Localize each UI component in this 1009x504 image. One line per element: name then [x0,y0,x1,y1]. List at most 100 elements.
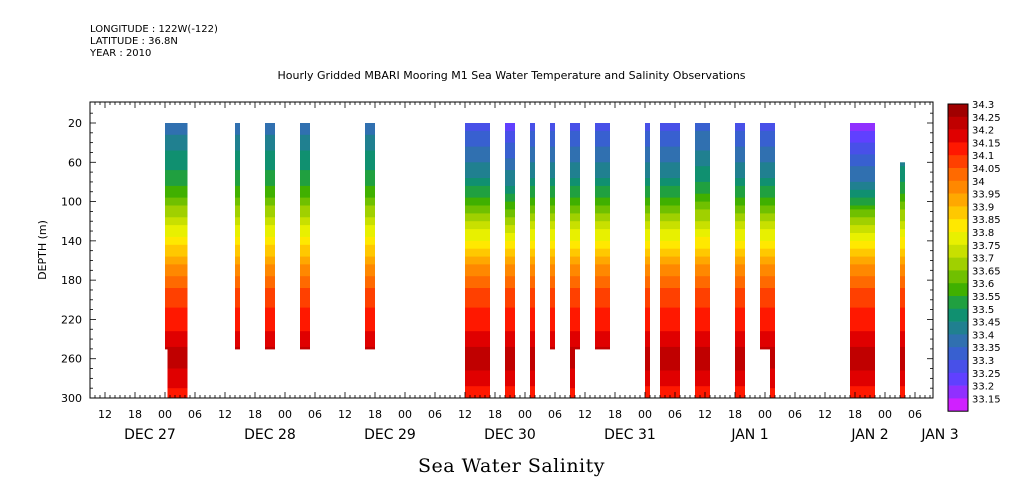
salinity-cell [695,170,710,175]
salinity-cell [570,146,580,151]
salinity-cell [570,327,580,332]
salinity-cell [235,138,240,144]
x-tick-label: 18 [488,408,502,421]
salinity-cell [735,272,745,277]
salinity-cell [595,288,610,293]
colorbar-swatch [948,244,968,258]
observation-block [570,123,580,350]
salinity-cell [695,213,710,218]
salinity-cell [695,291,710,297]
salinity-cell [660,248,680,254]
salinity-cell [550,331,555,336]
salinity-cell [235,268,240,273]
salinity-cell [165,201,188,206]
salinity-cell [645,181,650,187]
salinity-cell [465,299,490,305]
observation-block [770,348,775,399]
salinity-cell [695,331,710,336]
salinity-cell [465,126,490,132]
salinity-cell [735,370,745,375]
salinity-cell [735,225,745,230]
salinity-cell [167,364,188,369]
salinity-cell [235,264,240,269]
salinity-cell [465,181,490,187]
salinity-cell [850,288,875,293]
salinity-cell [530,303,535,309]
salinity-cell [850,213,875,218]
salinity-cell [530,166,535,171]
salinity-cell [167,380,188,385]
salinity-cell [505,170,515,175]
salinity-cell [645,346,650,352]
salinity-cell [265,201,275,206]
salinity-cell [265,217,275,222]
salinity-cell [660,319,680,324]
salinity-cell [900,205,905,210]
salinity-cell [850,170,875,175]
salinity-cell [505,311,515,316]
salinity-cell [530,394,535,399]
salinity-cell [530,366,535,371]
salinity-cell [900,394,905,399]
salinity-cell [530,299,535,305]
salinity-cell [850,197,875,202]
salinity-cell [595,126,610,132]
salinity-cell [530,268,535,273]
salinity-cell [465,343,490,348]
salinity-cell [550,244,555,250]
salinity-cell [265,225,275,230]
salinity-cell [300,256,310,261]
x-tick-label: 12 [818,408,832,421]
salinity-cell [365,197,375,202]
salinity-cell [465,354,490,360]
salinity-cell [465,201,490,206]
salinity-cell [505,213,515,218]
salinity-cell [300,327,310,332]
salinity-cell [465,307,490,312]
salinity-cell [365,343,375,348]
salinity-cell [550,284,555,289]
salinity-cell [505,138,515,144]
salinity-cell [505,229,515,234]
salinity-cell [365,331,375,336]
salinity-cell [695,288,710,293]
y-tick-label: 140 [61,235,82,248]
salinity-cell [735,162,745,167]
salinity-cell [265,189,275,195]
salinity-cell [695,299,710,305]
salinity-cell [570,174,580,179]
salinity-cell [760,205,775,210]
x-date-label: DEC 29 [364,427,416,443]
salinity-cell [235,260,240,265]
salinity-cell [645,378,650,383]
salinity-cell [550,134,555,140]
salinity-cell [365,158,375,163]
salinity-cell [365,315,375,320]
salinity-cell [900,339,905,344]
salinity-cell [570,356,575,362]
salinity-cell [550,311,555,316]
salinity-cell [760,284,775,289]
salinity-cell [900,382,905,387]
salinity-cell [300,146,310,151]
salinity-cell [265,280,275,285]
salinity-cell [645,162,650,167]
salinity-cell [570,236,580,242]
salinity-cell [265,158,275,163]
observation-blocks [165,123,905,399]
salinity-cell [645,335,650,340]
salinity-cell [165,240,188,246]
salinity-cell [570,201,580,206]
salinity-cell [770,356,775,362]
salinity-cell [465,233,490,238]
salinity-cell [165,142,188,147]
salinity-cell [235,142,240,147]
salinity-cell [530,284,535,289]
salinity-cell [505,323,515,328]
salinity-cell [660,162,680,167]
salinity-cell [550,319,555,324]
salinity-cell [695,327,710,332]
salinity-cell [300,303,310,309]
salinity-cell [570,178,580,183]
salinity-cell [595,248,610,254]
